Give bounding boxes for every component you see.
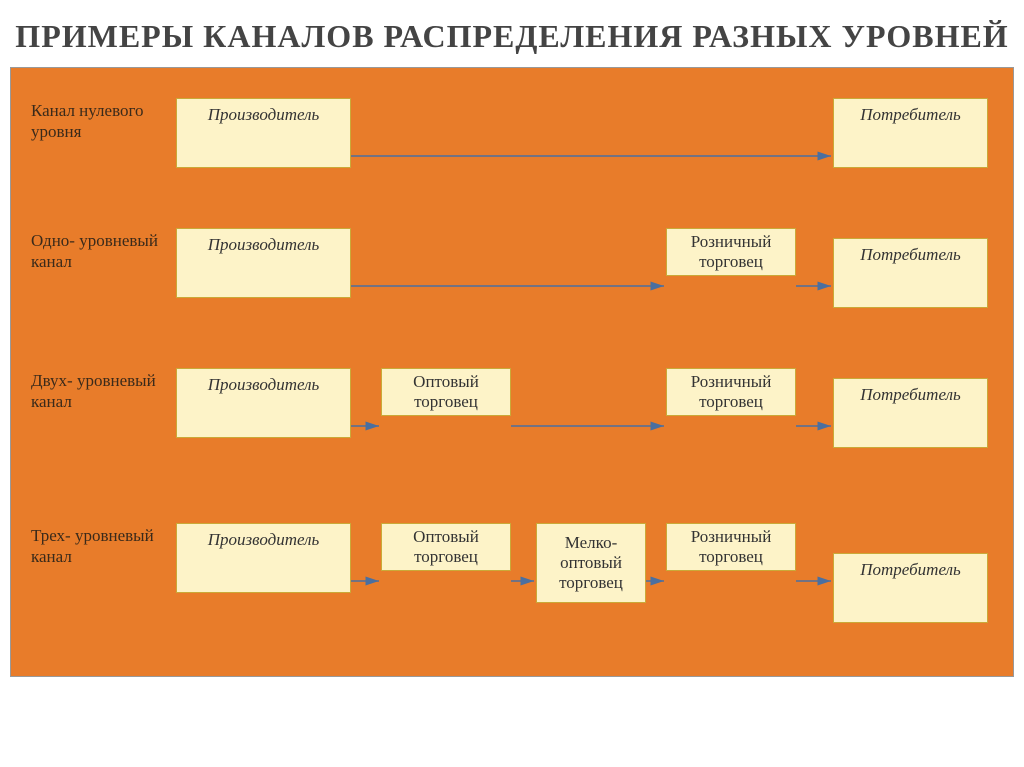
page-title: ПРИМЕРЫ КАНАЛОВ РАСПРЕДЕЛЕНИЯ РАЗНЫХ УРО… (0, 0, 1024, 67)
node-consumer: Потребитель (833, 238, 988, 308)
row-label: Двух- уровневый канал (31, 370, 161, 413)
node-wholesaler: Оптовый торговец (381, 368, 511, 416)
node-wholesaler: Оптовый торговец (381, 523, 511, 571)
node-consumer: Потребитель (833, 378, 988, 448)
node-producer: Производитель (176, 368, 351, 438)
node-consumer: Потребитель (833, 553, 988, 623)
node-producer: Производитель (176, 523, 351, 593)
diagram-area: Канал нулевого уровня Производитель Потреб… (10, 67, 1014, 677)
node-producer: Производитель (176, 228, 351, 298)
row-label: Канал нулевого уровня (31, 100, 161, 143)
node-small_wholesaler: Мелко- оптовый торговец (536, 523, 646, 603)
row-label: Трех- уровневый канал (31, 525, 161, 568)
node-producer: Производитель (176, 98, 351, 168)
node-consumer: Потребитель (833, 98, 988, 168)
node-retailer: Розничный торговец (666, 523, 796, 571)
node-retailer: Розничный торговец (666, 368, 796, 416)
row-label: Одно- уровневый канал (31, 230, 161, 273)
node-retailer: Розничный торговец (666, 228, 796, 276)
